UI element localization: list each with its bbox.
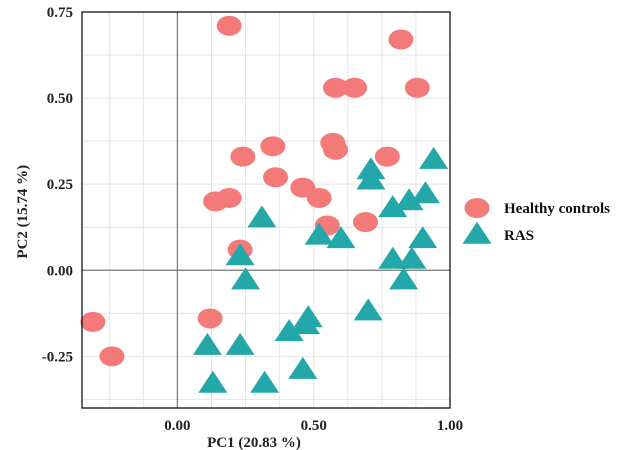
y-axis-title: PC2 (15.74 %) [15,165,31,259]
ras-point [250,370,280,393]
y-tick-label: 0.75 [47,5,73,21]
ras-point [225,243,255,266]
healthy-controls-point [323,77,349,98]
ras-point [198,370,228,393]
y-tick-label: 0.25 [47,177,73,193]
healthy-controls-point [388,29,414,50]
y-tick-labels: -0.25 0.00 0.25 0.50 0.75 [42,5,73,365]
healthy-controls-point [352,212,378,233]
ras-point [274,319,304,342]
healthy-controls-point [404,77,430,98]
x-tick-label: 0.50 [301,418,327,434]
x-tick-label: 0.00 [164,418,190,434]
legend-item: RAS [462,221,534,244]
ras-point [353,298,383,321]
ras-point [419,146,449,169]
data-points [80,15,449,393]
ras-point [225,332,255,355]
healthy-controls-point [230,146,256,167]
legend-item: Healthy controls [464,198,610,218]
healthy-controls-point [374,146,400,167]
ras-point [192,332,222,355]
plot-frame [81,11,451,409]
y-tick-label: -0.25 [42,349,73,365]
legend-label: Healthy controls [504,201,610,217]
ras-point [389,267,419,290]
legend-ellipse-icon [464,198,490,218]
ras-point [326,226,356,249]
ras-point [397,246,427,269]
healthy-controls-point [216,187,242,208]
legend-label: RAS [504,228,534,244]
healthy-controls-point [216,15,242,36]
ras-point [410,181,440,204]
healthy-controls-point [342,77,368,98]
y-tick-label: 0.00 [47,263,73,279]
ras-point [378,246,408,269]
x-tick-label: 1.00 [437,418,463,434]
ras-point [291,312,321,335]
ras-point [247,205,277,228]
ras-point [356,167,386,190]
legend-triangle-icon [462,221,492,244]
ras-point [394,188,424,211]
ras-point [231,267,261,290]
y-tick-label: 0.50 [47,91,73,107]
ras-point [408,226,438,249]
x-axis-title: PC1 (20.83 %) [207,435,301,450]
healthy-controls-point [306,187,332,208]
healthy-controls-point [323,139,349,160]
healthy-controls-point [263,167,289,188]
legend: Healthy controls RAS [462,198,610,244]
x-tick-labels: 0.00 0.50 1.00 [164,418,463,434]
ras-point [288,356,318,379]
ras-point [304,222,334,245]
healthy-controls-point [197,308,223,329]
ras-point [378,195,408,218]
healthy-controls-point [99,346,125,367]
healthy-controls-point [80,311,106,332]
healthy-controls-point [260,136,286,157]
